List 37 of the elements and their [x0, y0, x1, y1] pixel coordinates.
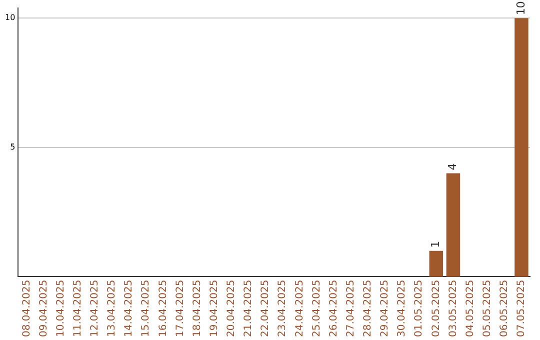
- x-tick-label: 20.04.2025: [226, 280, 238, 338]
- x-tick-label: 16.04.2025: [158, 280, 169, 338]
- x-tick-label: 07.05.2025: [516, 280, 528, 338]
- x-tick-label: 18.04.2025: [192, 280, 203, 338]
- data-label: 1: [429, 240, 442, 248]
- x-tick-label: 10.04.2025: [55, 280, 66, 338]
- x-tick-label: 11.04.2025: [72, 280, 84, 338]
- x-tick-label: 04.05.2025: [464, 280, 476, 338]
- x-tick-label: 26.04.2025: [328, 280, 340, 338]
- x-tick-label: 05.05.2025: [482, 280, 493, 338]
- x-tick-label: 25.04.2025: [311, 280, 322, 338]
- x-tick-label: 22.04.2025: [260, 280, 272, 338]
- x-tick-label: 30.04.2025: [396, 280, 408, 338]
- x-tick-label: 01.05.2025: [414, 280, 425, 338]
- x-tick-label: 27.04.2025: [345, 280, 356, 338]
- x-tick-label: 17.04.2025: [174, 280, 186, 338]
- bar: [446, 173, 460, 277]
- data-label: 10: [514, 1, 528, 16]
- x-tick-label: 24.04.2025: [294, 280, 306, 338]
- x-tick-label: 12.04.2025: [90, 280, 101, 338]
- bar: [429, 250, 444, 277]
- data-label: 4: [446, 163, 460, 170]
- x-tick-label: 09.04.2025: [38, 280, 50, 338]
- x-tick-label: 15.04.2025: [140, 280, 152, 338]
- x-tick-label: 29.04.2025: [380, 280, 391, 338]
- x-tick-label: 23.04.2025: [277, 280, 288, 338]
- x-tick-label: 21.04.2025: [243, 280, 254, 338]
- bar: [514, 18, 528, 277]
- y-tick-label: 5: [10, 142, 16, 152]
- x-tick-label: 02.05.2025: [430, 280, 442, 338]
- x-tick-label: 03.05.2025: [448, 280, 459, 338]
- x-tick-label: 08.04.2025: [21, 280, 32, 338]
- x-tick-label: 19.04.2025: [208, 280, 220, 338]
- x-tick-label: 13.04.2025: [106, 280, 118, 338]
- x-tick-label: 06.05.2025: [499, 280, 510, 338]
- x-tick-label: 28.04.2025: [362, 280, 374, 338]
- x-tick-label: 14.04.2025: [124, 280, 135, 338]
